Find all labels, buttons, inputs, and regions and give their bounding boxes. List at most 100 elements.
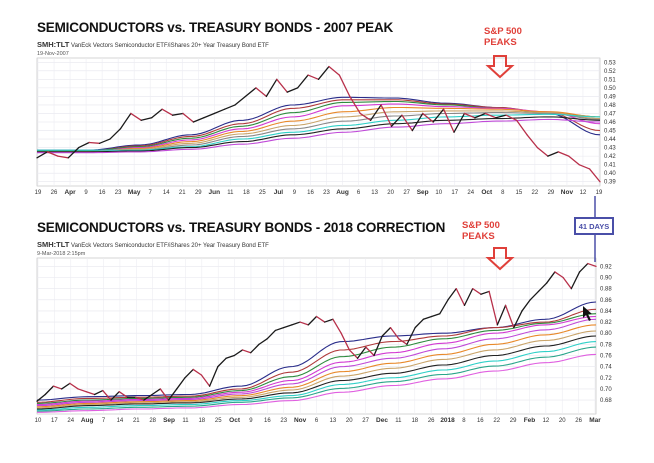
price-line-segment	[474, 112, 486, 119]
price-line-segment	[266, 329, 277, 340]
price-line-segment	[504, 304, 515, 329]
price-line-segment	[244, 87, 257, 98]
chart-date-2018: 9-Mar-2018 2:15pm	[37, 251, 86, 257]
price-line-segment	[36, 393, 46, 402]
x-tick-label: 24	[467, 190, 474, 196]
x-tick-label: Mar	[589, 417, 601, 424]
price-line-segment	[455, 287, 466, 307]
x-tick-label: 13	[371, 190, 378, 196]
x-tick-label: 11	[227, 190, 234, 196]
price-line-segment	[568, 155, 580, 166]
price-line-segment	[52, 385, 63, 390]
price-line-segment	[463, 287, 474, 307]
price-line-segment	[324, 318, 334, 323]
price-line-segment	[484, 112, 497, 119]
y-tick-label: 0.88	[600, 287, 612, 293]
moving-average-line-5	[37, 318, 597, 407]
price-line-segment	[167, 388, 178, 401]
price-line-segment	[411, 112, 424, 132]
price-line-segment	[307, 74, 320, 80]
x-tick-label: 20	[346, 418, 353, 424]
x-tick-label: 21	[179, 190, 186, 196]
price-line-segment	[406, 326, 416, 346]
price-line-segment	[332, 318, 342, 334]
y-tick-label: 0.92	[600, 264, 612, 270]
price-line-segment	[77, 388, 87, 393]
price-line-segment	[414, 318, 425, 329]
x-tick-label: 6	[357, 190, 361, 196]
price-line-segment	[192, 117, 205, 123]
price-line-segment	[369, 104, 382, 121]
y-tick-label: 0.53	[604, 60, 616, 66]
x-tick-label: 9	[249, 418, 253, 424]
moving-average-line-2	[37, 99, 601, 152]
price-line-segment	[192, 368, 203, 376]
price-line-segment	[401, 114, 413, 132]
price-line-segment	[159, 388, 170, 401]
x-tick-label: 14	[117, 418, 124, 424]
price-line-segment	[233, 349, 244, 357]
price-line-segment	[200, 374, 211, 387]
x-tick-label: 18	[411, 418, 418, 424]
price-line-segment	[258, 338, 268, 346]
y-tick-label: 0.50	[604, 86, 616, 92]
price-line-segment	[529, 290, 540, 301]
price-line-segment	[109, 128, 122, 140]
y-tick-label: 0.46	[604, 120, 616, 126]
x-tick-label: 7	[102, 418, 106, 424]
x-tick-label: Sep	[417, 189, 429, 196]
x-tick-label: 17	[451, 190, 458, 196]
price-line-segment	[315, 315, 326, 323]
price-line-segment	[442, 108, 455, 133]
cursor-arrow-icon	[583, 306, 592, 321]
price-line-segment	[356, 346, 367, 359]
x-tick-label: 21	[133, 418, 140, 424]
price-line-segment	[151, 108, 163, 119]
moving-average-line-10	[37, 118, 601, 154]
sp500-peaks-annotation-2018: S&P 500 PEAKS	[462, 220, 500, 242]
price-line-segment	[93, 389, 104, 396]
y-tick-label: 0.72	[600, 376, 612, 382]
x-tick-label: 26	[428, 418, 435, 424]
x-tick-label: 25	[215, 418, 222, 424]
symbol: SMH:TLT	[37, 40, 70, 49]
x-tick-label: 29	[510, 418, 517, 424]
x-tick-label: Nov	[561, 189, 574, 196]
x-tick-label: 29	[195, 190, 202, 196]
price-line-segment	[521, 299, 531, 312]
y-tick-label: 0.74	[600, 365, 612, 371]
price-line-segment	[184, 368, 194, 379]
price-line-segment	[171, 112, 184, 116]
moving-average-line-9	[37, 116, 601, 153]
y-tick-label: 0.52	[604, 69, 616, 75]
chart-2018: 0.92 0.90 0.88 0.86 0.84 0.82 0.80 0.78 0.76 0.74…	[35, 257, 612, 424]
price-line-segment	[69, 382, 79, 390]
price-line-segment	[505, 114, 518, 121]
price-line-segment	[515, 119, 528, 136]
price-line-segment	[296, 74, 309, 89]
moving-average-line-6	[36, 324, 597, 408]
y-tick-label: 0.44	[604, 137, 616, 143]
x-tick-label: 24	[67, 418, 74, 424]
price-line-segment	[578, 164, 591, 170]
x-tick-label: 10	[435, 190, 442, 196]
price-line-segment	[496, 304, 507, 326]
x-tick-label: Jun	[209, 189, 221, 196]
price-line-segment	[255, 87, 268, 98]
moving-average-line-9	[36, 341, 597, 411]
price-line-segment	[203, 112, 215, 119]
price-line-segment	[208, 365, 219, 387]
x-tick-label: 27	[362, 418, 369, 424]
price-line-segment	[348, 349, 359, 359]
x-tick-label: 6	[315, 418, 319, 424]
y-tick-label: 0.45	[604, 129, 616, 135]
y-tick-label: 0.51	[604, 77, 616, 83]
41-days-callout: 41 DAYS	[574, 217, 614, 235]
price-line-segment	[286, 87, 299, 93]
price-line-segment	[282, 324, 293, 329]
chart-title-2018: SEMICONDUCTORS vs. TREASURY BONDS - 2018…	[37, 220, 446, 235]
price-line-segment	[432, 108, 445, 123]
x-tick-label: Sep	[163, 417, 175, 424]
price-line-segment	[176, 377, 186, 390]
price-line-segment	[547, 151, 559, 157]
